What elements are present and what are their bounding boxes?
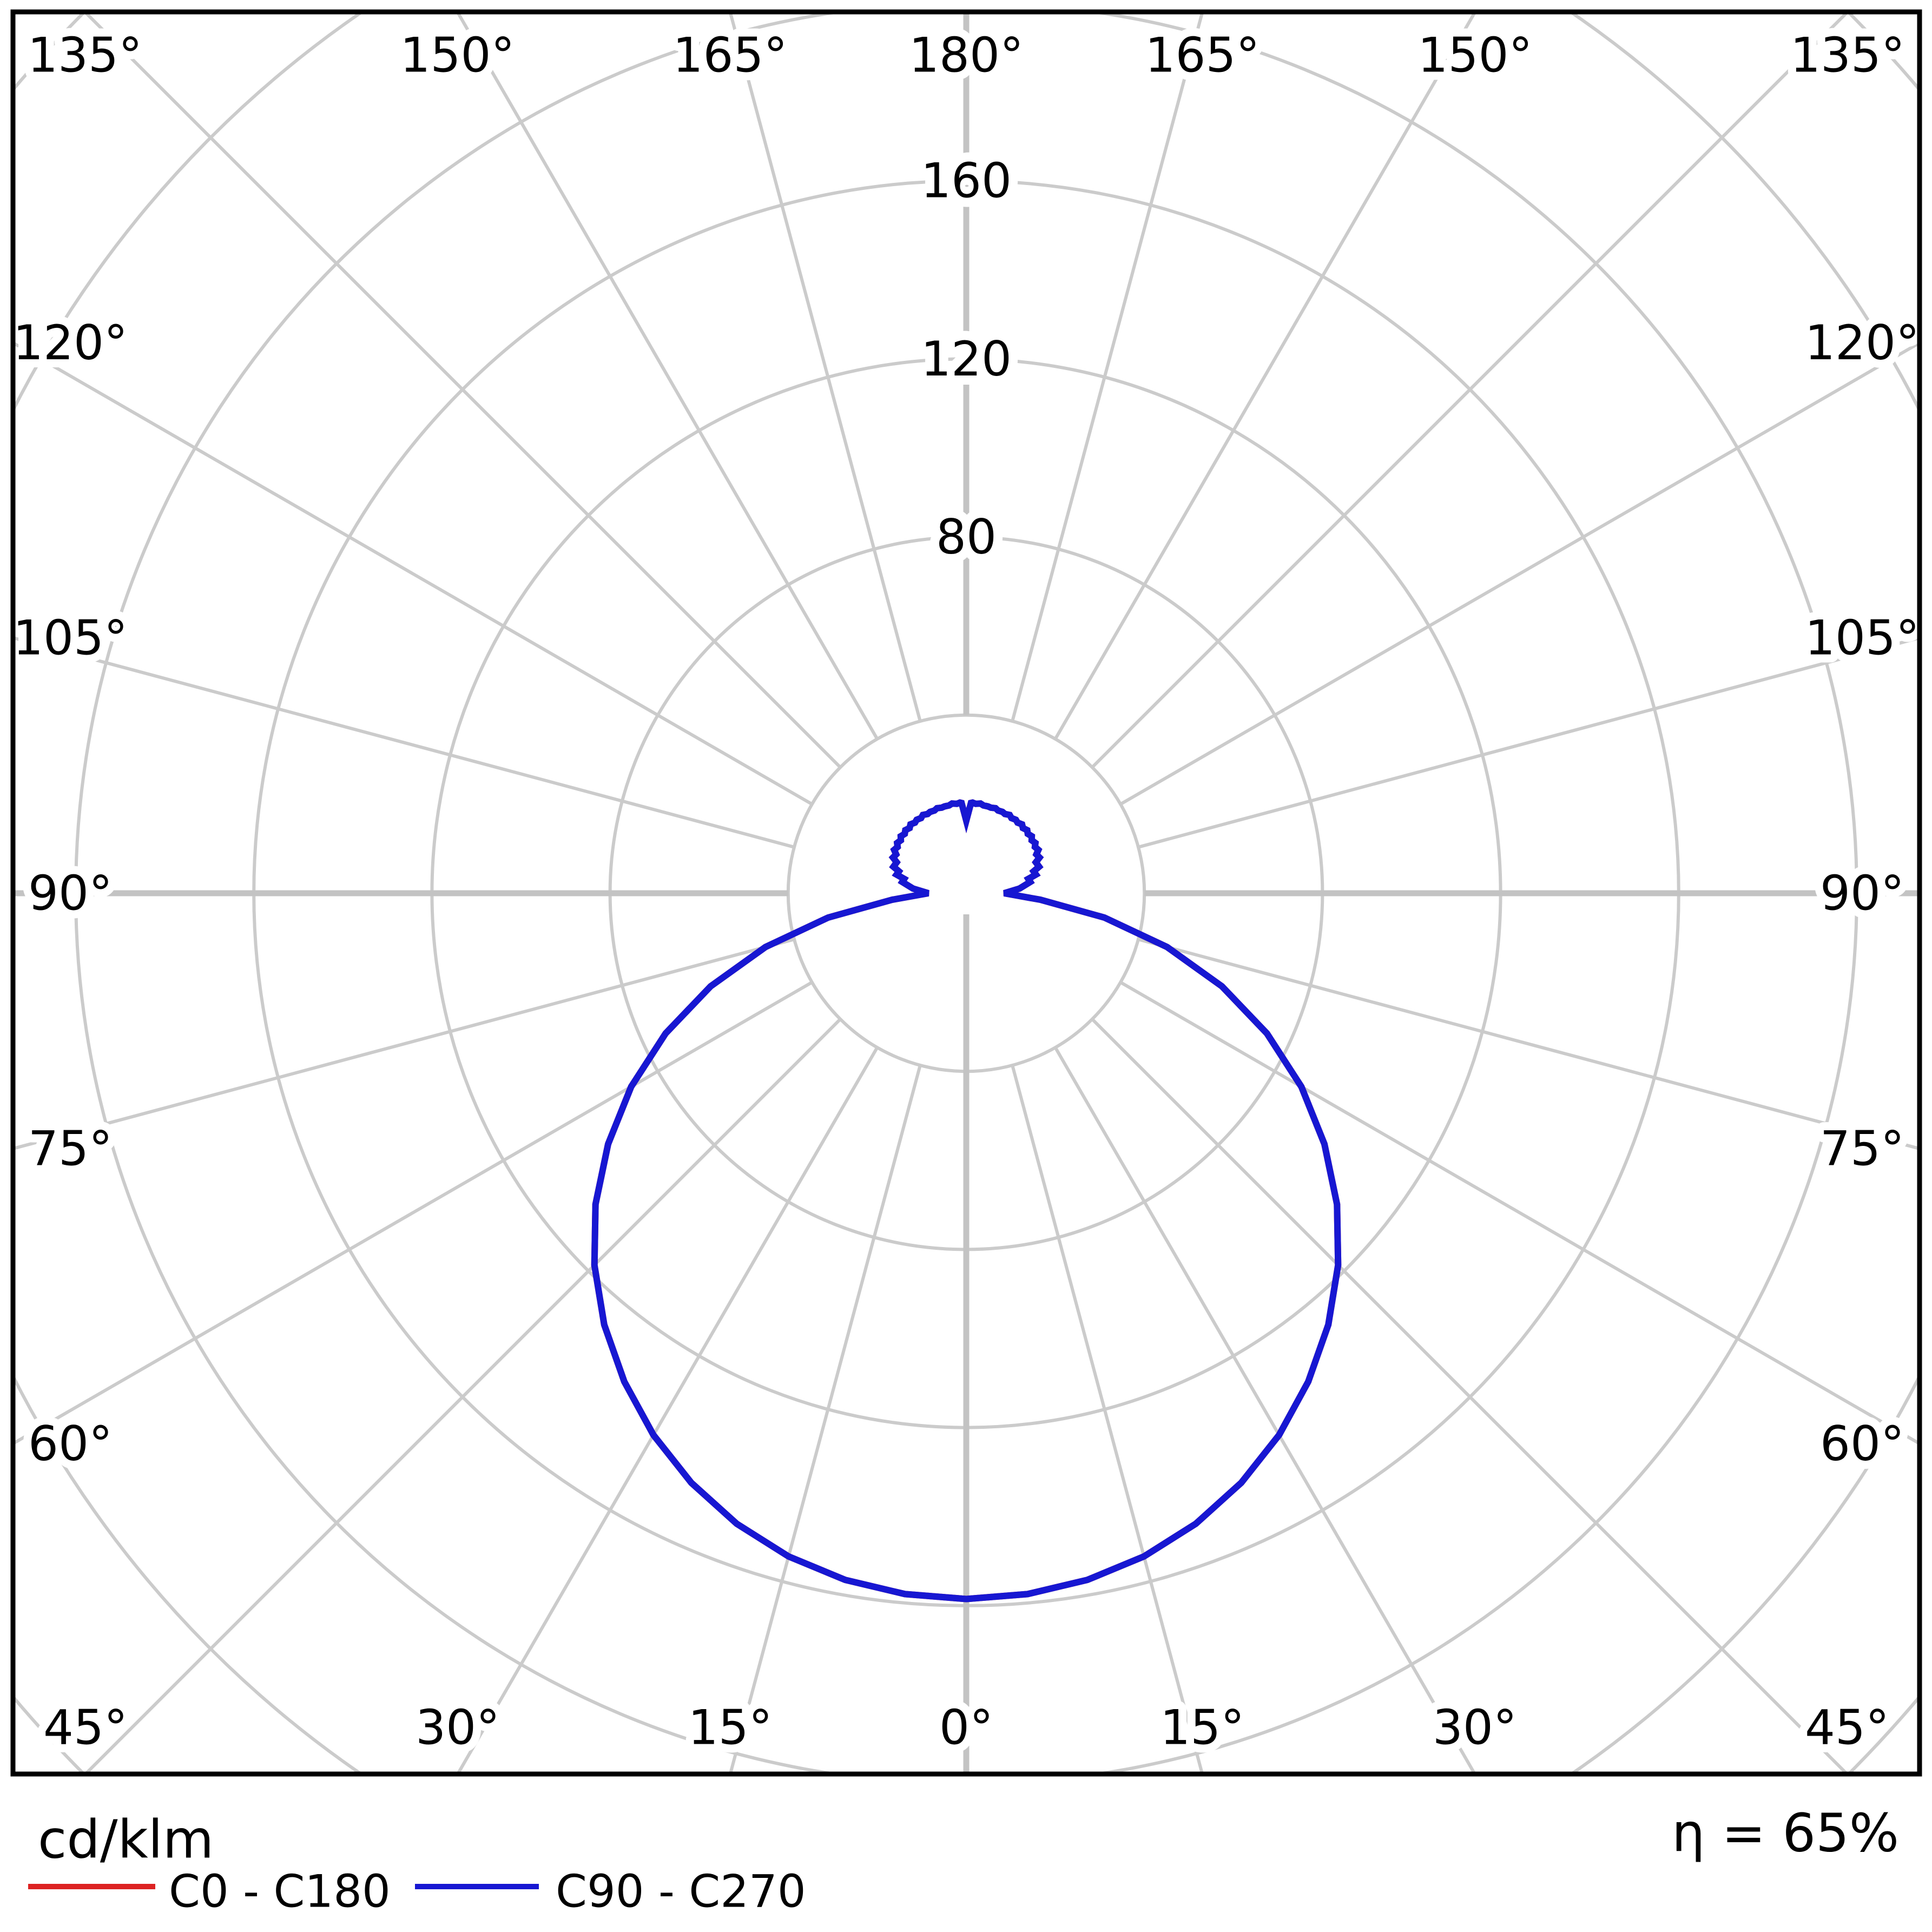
angle-label-135-right: 135° <box>1790 28 1905 83</box>
angle-label-165-left: 165° <box>673 28 788 83</box>
grid-spoke-150-left <box>456 12 879 740</box>
angle-label-165-right: 165° <box>1145 28 1260 83</box>
grid-spoke-165-left <box>728 12 922 722</box>
angle-label-120-left: 120° <box>13 315 128 371</box>
angle-label-30-right: 30° <box>1433 1700 1517 1756</box>
grid-spoke-75-left <box>13 938 795 1151</box>
grid-spoke-150-right <box>1054 12 1477 740</box>
grid-spoke-30-left <box>456 1046 879 1774</box>
angle-label-150-right: 150° <box>1418 28 1533 83</box>
plot-frame <box>10 9 1922 1777</box>
radial-label-160: 160 <box>921 153 1012 209</box>
grid-spoke-135-left <box>83 12 842 769</box>
grid-spoke-75-right <box>1138 938 1920 1151</box>
angle-label-60-left: 60° <box>28 1416 113 1472</box>
legend: cd/klm C0 - C180 C90 - C270 η = 65% <box>28 1803 1899 1918</box>
angle-label-120-right: 120° <box>1805 315 1920 371</box>
radial-label-80: 80 <box>936 509 997 565</box>
grid-spoke-165-right <box>1011 12 1204 722</box>
angle-label-75-left: 75° <box>28 1121 113 1177</box>
angle-label-45-left: 45° <box>43 1700 128 1756</box>
grid-spoke-15-right <box>1011 1065 1204 1774</box>
angle-label-90-right: 90° <box>1820 866 1904 921</box>
grid-spoke-120-right <box>1119 341 1920 806</box>
axis-labels: 0° 15° 15° 30° 30° 45° 45° 60° 60° 75° 75° 90° 90° 10… <box>5 19 1928 1764</box>
angle-label-15-left: 15° <box>688 1700 773 1756</box>
angle-label-15-right: 15° <box>1160 1700 1244 1756</box>
grid-spoke-45-left <box>84 1018 842 1774</box>
legend-label-c90-c270: C90 - C270 <box>556 1865 806 1918</box>
grid-spoke-105-left <box>13 636 795 849</box>
angle-label-180-right: 180° <box>909 28 1024 83</box>
grid-spoke-60-left <box>13 981 813 1445</box>
grid-spoke-15-left <box>728 1065 922 1774</box>
angle-label-105-right: 105° <box>1805 610 1920 665</box>
units-label: cd/klm <box>38 1809 214 1870</box>
grid-spoke-45-right <box>1091 1018 1849 1774</box>
grid-spoke-135-right <box>1091 12 1849 769</box>
angle-label-135-left: 135° <box>28 28 142 83</box>
angle-label-90-left: 90° <box>28 866 113 921</box>
angle-label-0-right: 0° <box>939 1700 993 1756</box>
legend-label-c0-c180: C0 - C180 <box>169 1865 391 1918</box>
intensity-curves <box>591 799 1342 1603</box>
radial-label-120: 120 <box>921 331 1012 387</box>
grid-spoke-60-right <box>1119 981 1920 1445</box>
angle-label-150-left: 150° <box>400 28 515 83</box>
angle-label-105-left: 105° <box>13 610 128 665</box>
grid-spoke-120-left <box>13 341 813 806</box>
angle-label-30-left: 30° <box>416 1700 500 1756</box>
angle-label-45-right: 45° <box>1805 1700 1889 1756</box>
grid-spoke-30-right <box>1054 1046 1476 1774</box>
angle-label-75-right: 75° <box>1820 1121 1904 1177</box>
efficiency-value: η = 65% <box>1672 1803 1899 1864</box>
curve-c90-c270 <box>591 799 1342 1603</box>
angle-label-60-right: 60° <box>1820 1416 1904 1472</box>
grid-spoke-105-right <box>1138 636 1920 849</box>
